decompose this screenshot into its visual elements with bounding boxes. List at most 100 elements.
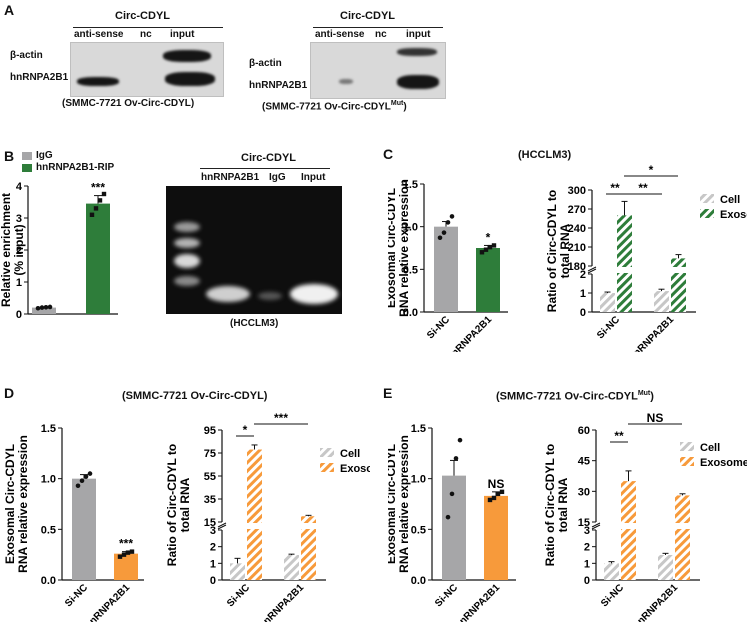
data-point	[499, 489, 505, 495]
data-point	[457, 437, 463, 443]
y-tick-label: 3	[210, 525, 216, 537]
data-point	[487, 497, 493, 503]
western-blot-left	[70, 42, 224, 97]
legend-swatch-cell	[700, 194, 714, 203]
bar-exosome	[671, 258, 686, 312]
chart-e-exosomal: 0.0 0.5 1.0 1.5 Exosomal Circ-CDYL RNA relati…	[388, 423, 516, 622]
significance-label: ***	[274, 412, 288, 425]
y-tick-label: 1.5	[41, 423, 56, 435]
y-tick-label: 180	[568, 261, 586, 273]
x-tick-label: Si-NC	[595, 314, 622, 341]
y-tick-label: 4	[16, 181, 23, 193]
bar-exosome	[301, 516, 316, 580]
bar	[442, 475, 466, 580]
data-point	[129, 549, 135, 554]
data-point	[449, 491, 455, 497]
blot-right-row-hnrnpa2b1: hnRNPA2B1	[249, 80, 308, 91]
blot-left-header-line	[73, 27, 223, 28]
ladder-band	[174, 254, 200, 268]
bar	[484, 495, 508, 580]
data-point	[495, 491, 501, 497]
panel-label-b: B	[4, 148, 15, 164]
data-point	[487, 244, 493, 250]
y-tick-label: 45	[578, 456, 590, 468]
blot-left-row-bactin: β-actin	[10, 50, 43, 61]
y-tick-label: 3	[584, 525, 590, 537]
x-tick-label: Si-hnRNPA2B1	[622, 582, 680, 622]
bar-cell	[600, 293, 615, 312]
y-tick-label: 240	[568, 223, 586, 235]
y-tick-label: 300	[568, 185, 586, 197]
bar-exosome	[675, 495, 690, 580]
blot-band	[339, 79, 353, 84]
y-tick-label: 210	[568, 242, 586, 254]
panel-e-title-main: (SMMC-7721 Ov-Circ-CDYL	[496, 390, 638, 403]
y-axis-label: Ratio of Circ-CDYL to	[545, 190, 559, 312]
data-point	[93, 206, 99, 211]
y-axis-label: RNA relative expression	[397, 435, 411, 573]
data-point	[491, 495, 497, 501]
legend-swatch-exosome	[700, 209, 714, 218]
data-point	[79, 478, 85, 483]
chart-d-ratio: 0 1 2 315 35 55 75 95 Ratio of Circ-CDYL to total…	[165, 412, 370, 622]
y-tick-label: 95	[204, 425, 216, 437]
y-tick-label: 270	[568, 204, 586, 216]
gel-band-input	[290, 284, 338, 304]
data-point	[117, 554, 123, 559]
axis-break-mark	[587, 268, 597, 274]
x-tick-label: Si-NC	[433, 582, 460, 609]
legend-swatch-exosome	[680, 457, 694, 466]
panel-label-a: A	[4, 2, 15, 18]
gel-header: Circ-CDYL	[241, 152, 297, 164]
bar-exosome	[617, 215, 632, 312]
bar-break-gap	[620, 523, 637, 529]
y-tick-label: 1	[580, 288, 586, 300]
y-tick-label: 0	[210, 575, 216, 587]
ladder-band	[174, 276, 200, 286]
significance-label: NS	[647, 412, 664, 425]
legend-label-exosome: Exosome	[340, 463, 370, 475]
y-tick-label: 1.5	[403, 179, 418, 191]
panel-label-e: E	[383, 385, 393, 401]
bar-cell	[604, 563, 619, 580]
y-axis-label: Exosomal Circ-CDYL	[388, 444, 398, 564]
y-tick-label: 1.0	[41, 474, 56, 486]
data-point	[445, 514, 451, 520]
significance-label: **	[610, 181, 620, 195]
blot-right-header: Circ-CDYL	[340, 10, 396, 22]
blot-band	[163, 50, 211, 62]
significance-label: **	[638, 181, 648, 195]
y-tick-label: 75	[204, 448, 216, 460]
y-tick-label: 2	[210, 542, 216, 554]
y-axis-label: Exosomal Circ-CDYL	[4, 444, 17, 564]
data-point	[483, 247, 489, 252]
legend-label-rip: hnRNPA2B1-RIP	[36, 162, 115, 173]
gel-header-line	[200, 168, 330, 169]
blot-right-caption: (SMMC-7721 Ov-Circ-CDYLMut)	[262, 100, 407, 112]
gel-lane-hnrnpa2b1: hnRNPA2B1	[201, 172, 260, 183]
significance-label: *	[649, 163, 654, 177]
y-tick-label: 30	[578, 486, 590, 498]
bar-cell	[230, 563, 245, 580]
gel-band-igg	[258, 292, 282, 300]
bar-cell	[658, 555, 673, 580]
x-tick-label: Si-hnRNPA2B1	[618, 314, 676, 352]
blot-right-lane-input: input	[406, 29, 431, 40]
legend-label-cell: Cell	[700, 442, 720, 454]
legend-label-exosome: Exosome	[720, 209, 747, 221]
y-tick-label: 15	[578, 517, 590, 529]
blot-right-lane-nc: nc	[375, 29, 387, 40]
data-point	[437, 235, 443, 241]
legend-swatch-igg	[22, 152, 32, 160]
blot-left-row-hnrnpa2b1: hnRNPA2B1	[10, 72, 69, 83]
y-tick-label: 0	[580, 307, 586, 319]
y-axis-label: total RNA	[558, 223, 572, 278]
bar-break-gap	[674, 523, 691, 529]
y-axis-label: Exosomal Circ-CDYL	[388, 188, 398, 308]
y-axis-label: total RNA	[556, 477, 570, 532]
axis-break-mark	[217, 524, 227, 530]
panel-c-title: (HCCLM3)	[518, 149, 572, 161]
blot-right-header-line	[313, 27, 443, 28]
